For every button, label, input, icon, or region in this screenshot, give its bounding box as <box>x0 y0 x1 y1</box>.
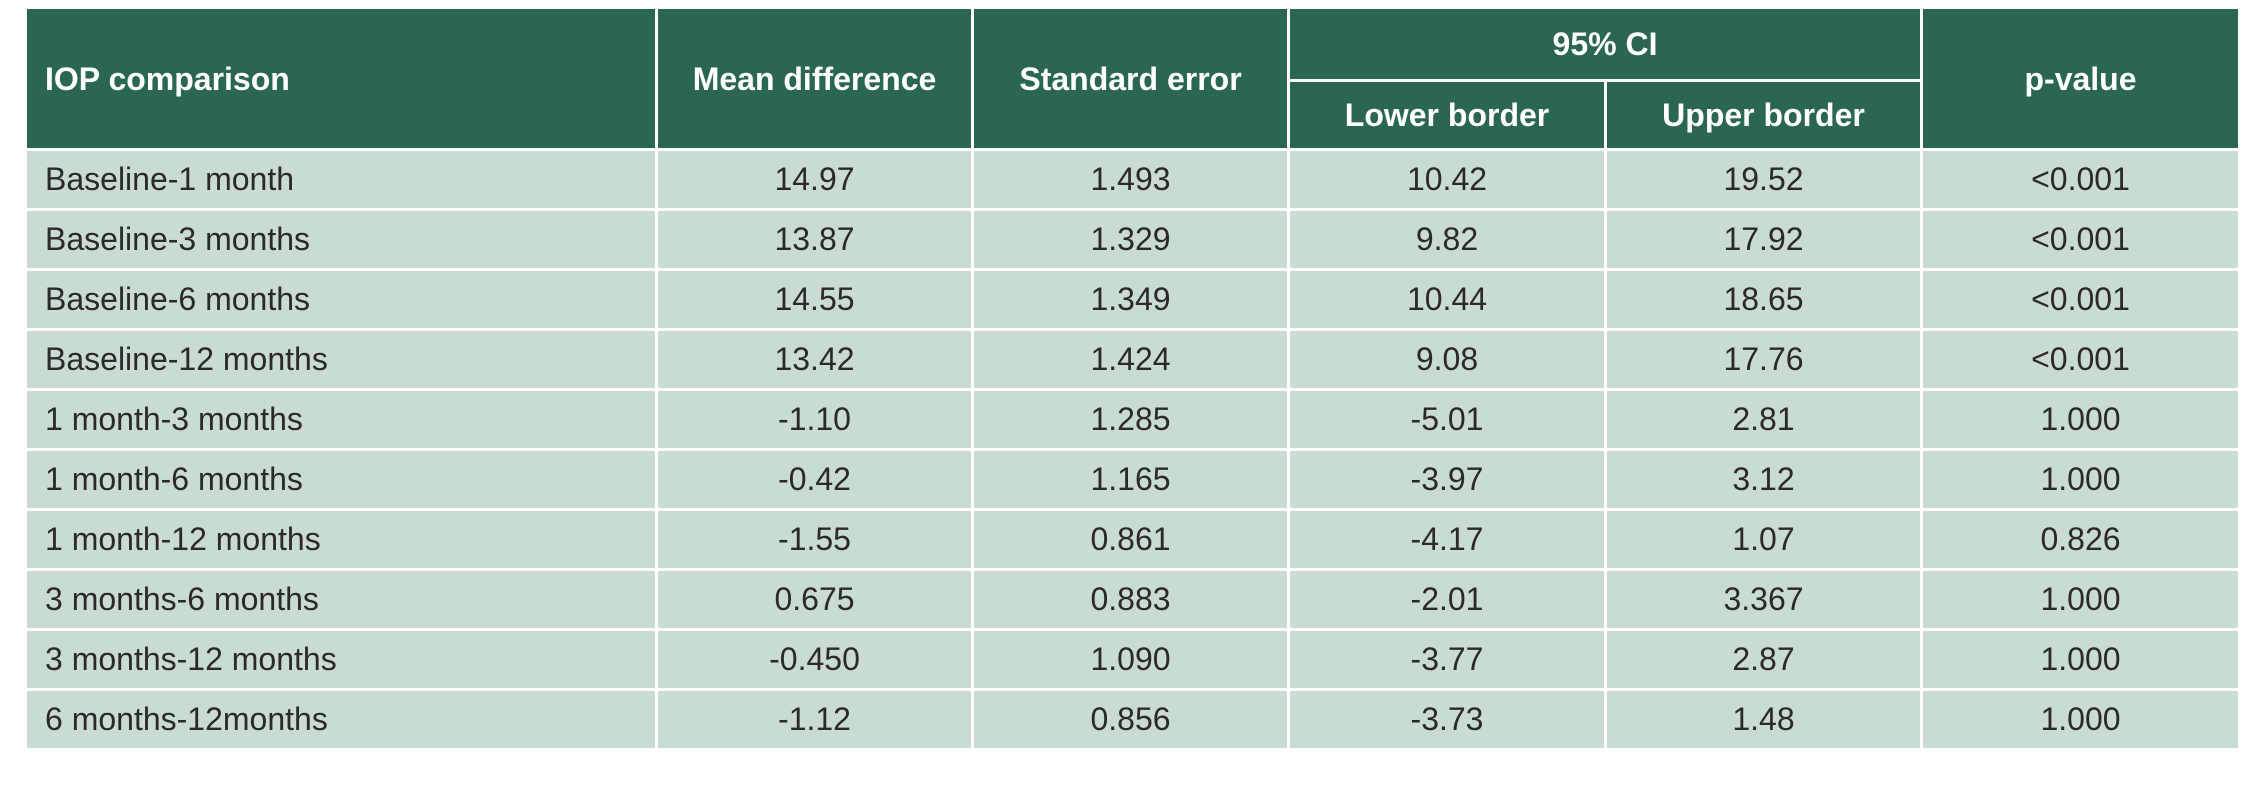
value-cell: 9.82 <box>1287 208 1607 271</box>
table-body: Baseline-1 month 14.97 1.493 10.42 19.52 <0.0… <box>24 148 2241 751</box>
row-label: 3 months-6 months <box>24 568 658 631</box>
header-cell: Lower border <box>1287 79 1607 151</box>
table-header: IOP comparison Mean difference Standard … <box>24 6 2241 151</box>
value-cell: 1.000 <box>1920 448 2241 511</box>
value-cell: 1.000 <box>1920 688 2241 751</box>
value-cell: 0.856 <box>971 688 1290 751</box>
header-cell: IOP comparison <box>24 6 658 151</box>
value-cell: -1.12 <box>655 688 974 751</box>
value-cell: 14.97 <box>655 148 974 211</box>
table-row: Baseline-6 months 14.55 1.349 10.44 18.65 <0.… <box>24 268 2241 331</box>
value-cell: 1.000 <box>1920 388 2241 451</box>
value-cell: 1.329 <box>971 208 1290 271</box>
value-cell: 1.48 <box>1604 688 1923 751</box>
value-cell: 3.367 <box>1604 568 1923 631</box>
value-cell: -3.77 <box>1287 628 1607 691</box>
value-cell: -1.10 <box>655 388 974 451</box>
value-cell: 0.883 <box>971 568 1290 631</box>
header-row: Lower border Upper border <box>26 79 2240 151</box>
table-row: 1 month-3 months -1.10 1.285 -5.01 2.81 1.000 <box>24 388 2241 451</box>
value-cell: -0.42 <box>655 448 974 511</box>
value-cell: 1.090 <box>971 628 1290 691</box>
table-row: 6 months-12months -1.12 0.856 -3.73 1.48 1.00… <box>24 688 2241 751</box>
results-table: IOP comparison Mean difference Standard … <box>24 6 2241 751</box>
value-cell: <0.001 <box>1920 148 2241 211</box>
table-row: Baseline-12 months 13.42 1.424 9.08 17.76 <0.… <box>24 328 2241 391</box>
row-label: Baseline-3 months <box>24 208 658 271</box>
value-cell: -4.17 <box>1287 508 1607 571</box>
value-cell: 2.87 <box>1604 628 1923 691</box>
header-cell: 95% CI <box>1287 6 1923 82</box>
value-cell: 18.65 <box>1604 268 1923 331</box>
value-cell: 19.52 <box>1604 148 1923 211</box>
value-cell: 17.92 <box>1604 208 1923 271</box>
value-cell: <0.001 <box>1920 268 2241 331</box>
value-cell: -3.97 <box>1287 448 1607 511</box>
table-row: 1 month-6 months -0.42 1.165 -3.97 3.12 1.000 <box>24 448 2241 511</box>
value-cell: 0.675 <box>655 568 974 631</box>
value-cell: 1.285 <box>971 388 1290 451</box>
value-cell: 1.424 <box>971 328 1290 391</box>
value-cell: 10.42 <box>1287 148 1607 211</box>
row-label: 1 month-3 months <box>24 388 658 451</box>
value-cell: <0.001 <box>1920 328 2241 391</box>
row-label: 1 month-12 months <box>24 508 658 571</box>
table-row: Baseline-3 months 13.87 1.329 9.82 17.92 <0.0… <box>24 208 2241 271</box>
header-row: IOP comparison Mean difference Standard … <box>24 6 2241 151</box>
header-cell: Upper border <box>1604 79 1923 151</box>
value-cell: <0.001 <box>1920 208 2241 271</box>
table-row: 3 months-12 months -0.450 1.090 -3.77 2.87 1.… <box>24 628 2241 691</box>
value-cell: -1.55 <box>655 508 974 571</box>
value-cell: -5.01 <box>1287 388 1607 451</box>
value-cell: -3.73 <box>1287 688 1607 751</box>
value-cell: 0.861 <box>971 508 1290 571</box>
table-row: 1 month-12 months -1.55 0.861 -4.17 1.07 0.82… <box>24 508 2241 571</box>
value-cell: 9.08 <box>1287 328 1607 391</box>
value-cell: 1.165 <box>971 448 1290 511</box>
value-cell: 14.55 <box>655 268 974 331</box>
value-cell: -0.450 <box>655 628 974 691</box>
value-cell: 1.493 <box>971 148 1290 211</box>
header-cell: Mean difference <box>655 6 974 151</box>
row-label: 3 months-12 months <box>24 628 658 691</box>
value-cell: 13.42 <box>655 328 974 391</box>
value-cell: 1.07 <box>1604 508 1923 571</box>
value-cell: 13.87 <box>655 208 974 271</box>
value-cell: -2.01 <box>1287 568 1607 631</box>
value-cell: 1.000 <box>1920 568 2241 631</box>
row-label: Baseline-6 months <box>24 268 658 331</box>
header-cell: Standard error <box>971 6 1290 151</box>
row-label: 1 month-6 months <box>24 448 658 511</box>
value-cell: 1.000 <box>1920 628 2241 691</box>
row-label: 6 months-12months <box>24 688 658 751</box>
table-row: Baseline-1 month 14.97 1.493 10.42 19.52 <0.0… <box>24 148 2241 211</box>
row-label: Baseline-1 month <box>24 148 658 211</box>
value-cell: 1.349 <box>971 268 1290 331</box>
value-cell: 10.44 <box>1287 268 1607 331</box>
header-cell: p-value <box>1920 6 2241 151</box>
value-cell: 3.12 <box>1604 448 1923 511</box>
row-label: Baseline-12 months <box>24 328 658 391</box>
value-cell: 2.81 <box>1604 388 1923 451</box>
value-cell: 0.826 <box>1920 508 2241 571</box>
value-cell: 17.76 <box>1604 328 1923 391</box>
table-row: 3 months-6 months 0.675 0.883 -2.01 3.367 1.0… <box>24 568 2241 631</box>
